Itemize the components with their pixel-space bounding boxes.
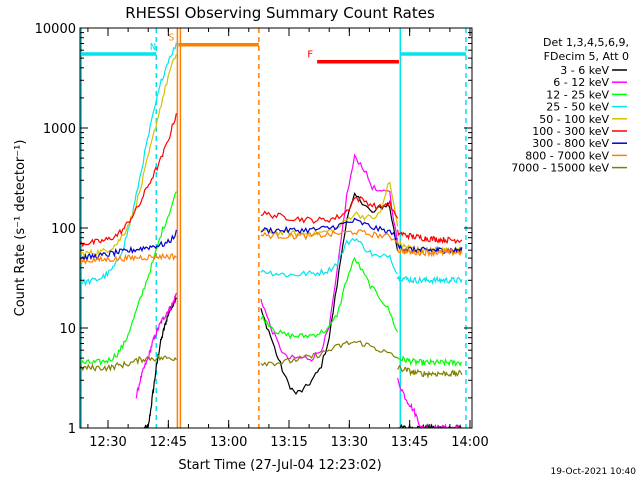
legend-header: Det 1,3,4,5,6,9, bbox=[543, 36, 629, 49]
y-tick-label: 1000 bbox=[43, 122, 76, 137]
x-tick-label: 12:45 bbox=[150, 435, 187, 450]
legend-item-label: 3 - 6 keV bbox=[560, 64, 609, 77]
legend-item-label: 6 - 12 keV bbox=[553, 76, 609, 89]
series-line bbox=[260, 192, 399, 395]
series-line bbox=[80, 191, 177, 366]
series-line bbox=[397, 229, 463, 245]
legend-item-label: 12 - 25 keV bbox=[546, 88, 609, 101]
legend-item-label: 300 - 800 keV bbox=[532, 137, 609, 150]
y-axis-label: Count Rate (s⁻¹ detector⁻¹) bbox=[13, 140, 28, 317]
x-tick-label: 13:30 bbox=[331, 435, 368, 450]
y-tick-label: 100 bbox=[51, 222, 76, 237]
series-line bbox=[80, 354, 177, 372]
series-line bbox=[80, 229, 177, 263]
series-line bbox=[260, 237, 399, 278]
x-tick-label: 13:15 bbox=[270, 435, 307, 450]
y-tick-label: 1 bbox=[68, 422, 76, 437]
legend: Det 1,3,4,5,6,9,FDecim 5, Att 03 - 6 keV… bbox=[511, 36, 629, 175]
plot-area: N S F bbox=[80, 28, 467, 428]
series-line bbox=[397, 275, 463, 286]
series-line bbox=[397, 355, 463, 367]
y-tick-label: 10 bbox=[59, 322, 76, 337]
series-line bbox=[143, 297, 177, 428]
series-line bbox=[260, 256, 399, 340]
flag-label: N bbox=[150, 42, 156, 53]
x-tick-label: 13:00 bbox=[210, 435, 247, 450]
series-line bbox=[80, 113, 177, 248]
series-line bbox=[80, 252, 177, 265]
x-tick-label: 12:30 bbox=[89, 435, 126, 450]
series-line bbox=[260, 217, 398, 240]
series-line bbox=[397, 247, 463, 258]
timestamp: 19-Oct-2021 10:40 bbox=[551, 467, 637, 477]
series-line bbox=[260, 229, 399, 244]
chart-title: RHESSI Observing Summary Count Rates bbox=[125, 4, 435, 22]
x-tick-label: 13:45 bbox=[391, 435, 428, 450]
series-line bbox=[260, 196, 399, 224]
legend-item-label: 25 - 50 keV bbox=[546, 101, 609, 114]
series-line bbox=[397, 364, 463, 379]
series-line bbox=[135, 292, 177, 399]
x-tick-label: 14:00 bbox=[451, 435, 488, 450]
series-line bbox=[80, 42, 177, 287]
x-axis-label: Start Time (27-Jul-04 12:23:02) bbox=[178, 458, 381, 473]
series-line bbox=[80, 54, 177, 259]
legend-item-label: 100 - 300 keV bbox=[532, 125, 609, 138]
legend-item-label: 7000 - 15000 keV bbox=[511, 162, 609, 175]
legend-item-label: 800 - 7000 keV bbox=[525, 149, 609, 162]
series-line bbox=[397, 377, 462, 428]
plot-frame: 1 10 100 1000 10000 12:30 12:45 13:00 13:15 13:30… bbox=[35, 22, 489, 450]
legend-header: FDecim 5, Att 0 bbox=[544, 50, 629, 63]
y-tick-label: 10000 bbox=[35, 22, 76, 37]
legend-item-label: 50 - 100 keV bbox=[539, 113, 609, 126]
flag-label: S bbox=[168, 33, 174, 44]
series-line bbox=[260, 153, 399, 362]
series-line bbox=[260, 340, 398, 367]
flag-label: F bbox=[307, 50, 313, 61]
